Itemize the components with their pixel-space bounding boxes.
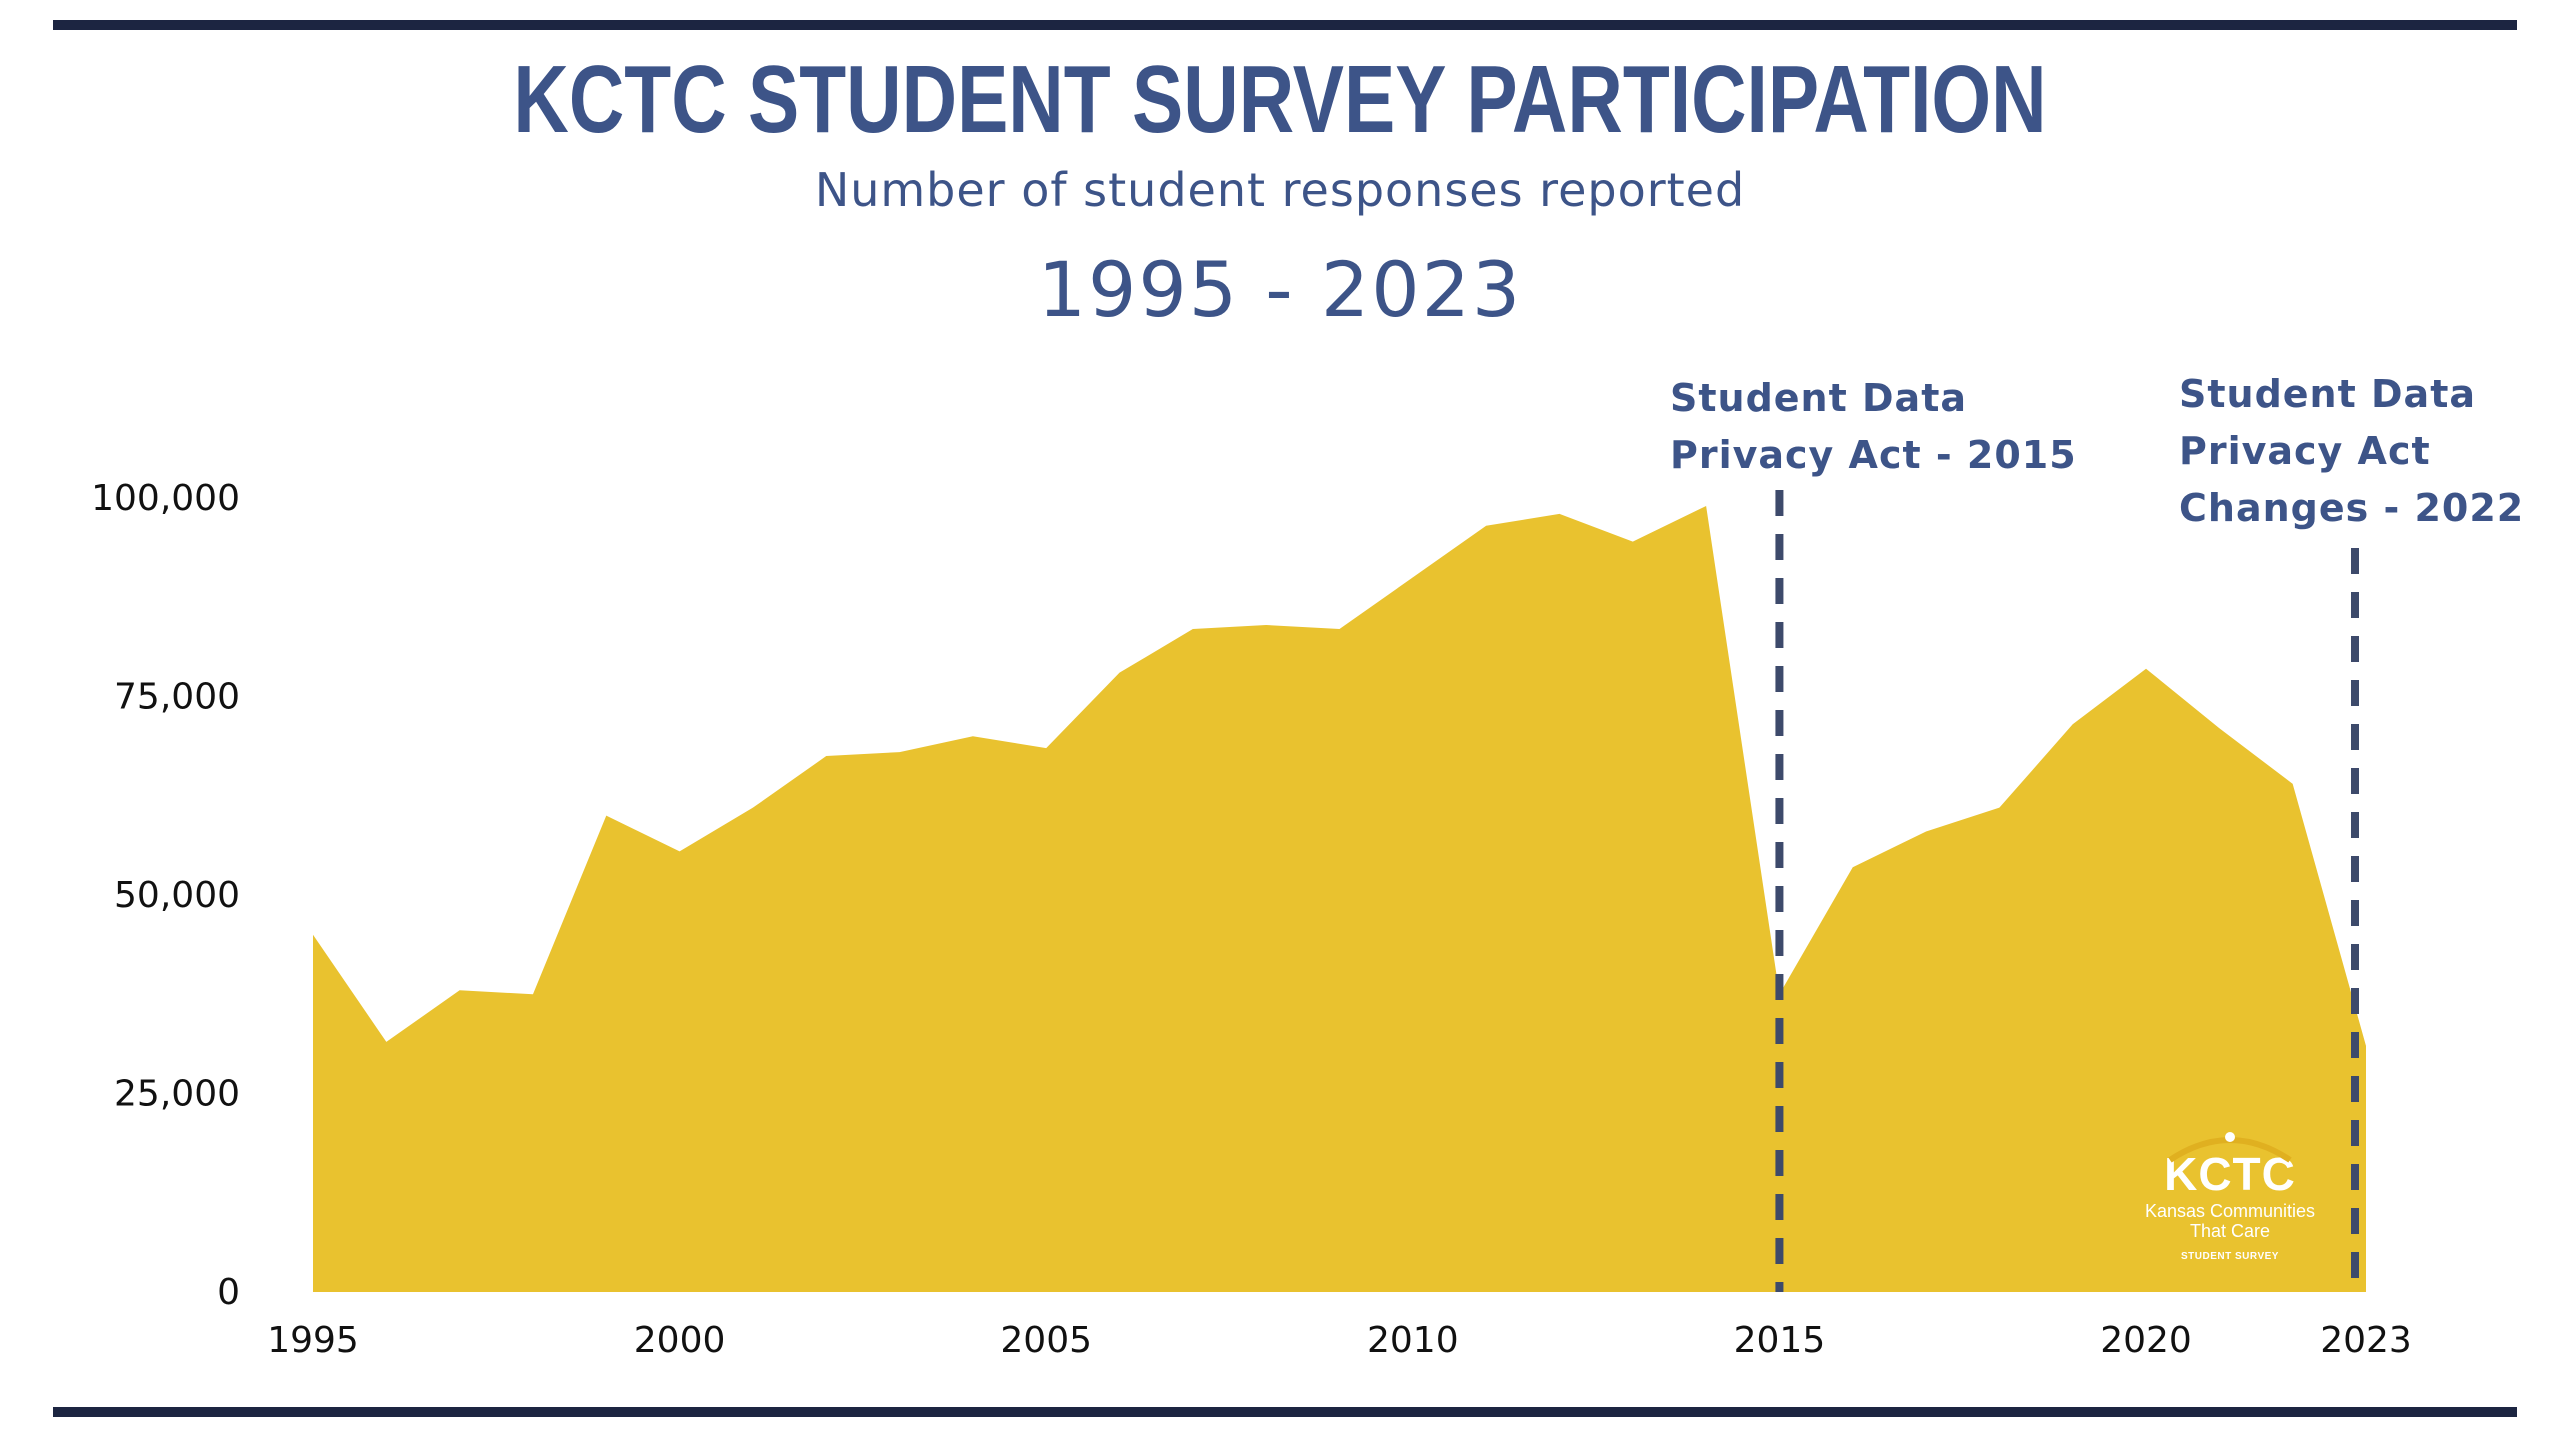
year-range: 1995 - 2023 xyxy=(1037,245,1523,334)
x-tick-label: 2000 xyxy=(634,1320,726,1361)
logo-arc-icon xyxy=(2168,1132,2292,1163)
area-series xyxy=(313,505,2366,1292)
y-tick-label: 100,000 xyxy=(91,478,240,519)
logo-line-1: Kansas Communities xyxy=(2144,1201,2316,1221)
logo-wordmark: KCTC xyxy=(2164,1148,2296,1200)
annotation-line: Student Data xyxy=(1670,376,1967,420)
chart-title: KCTC STUDENT SURVEY PARTICIPATION xyxy=(513,46,2047,153)
x-tick-label: 1995 xyxy=(267,1320,359,1361)
y-tick-label: 25,000 xyxy=(114,1074,240,1115)
annotation-line: Privacy Act xyxy=(2179,429,2431,473)
logo-line-2: That Care xyxy=(2189,1221,2271,1241)
annotation-line: Student Data xyxy=(2179,372,2476,416)
y-tick-label: 75,000 xyxy=(114,677,240,718)
x-tick-label: 2010 xyxy=(1367,1320,1459,1361)
x-tick-label: 2023 xyxy=(2320,1320,2412,1361)
top-rule xyxy=(53,20,2517,30)
logo-line-3: STUDENT SURVEY xyxy=(2181,1251,2279,1262)
annotation-line: Privacy Act - 2015 xyxy=(1670,433,2077,477)
y-tick-label: 50,000 xyxy=(114,875,240,916)
y-tick-label: 0 xyxy=(217,1272,240,1313)
annotation-line: Changes - 2022 xyxy=(2179,486,2525,530)
x-tick-label: 2015 xyxy=(1734,1320,1826,1361)
chart-subtitle: Number of student responses reported xyxy=(814,163,1746,217)
kctc-logo: KCTC Kansas Communities That Care STUDEN… xyxy=(2120,1125,2340,1265)
x-tick-label: 2020 xyxy=(2100,1320,2192,1361)
annotation-privacy-act-2015: Student Data Privacy Act - 2015 xyxy=(1670,370,2077,484)
annotation-privacy-act-changes-2022: Student Data Privacy Act Changes - 2022 xyxy=(2179,366,2524,537)
x-tick-label: 2005 xyxy=(1000,1320,1092,1361)
bottom-rule xyxy=(53,1407,2517,1417)
